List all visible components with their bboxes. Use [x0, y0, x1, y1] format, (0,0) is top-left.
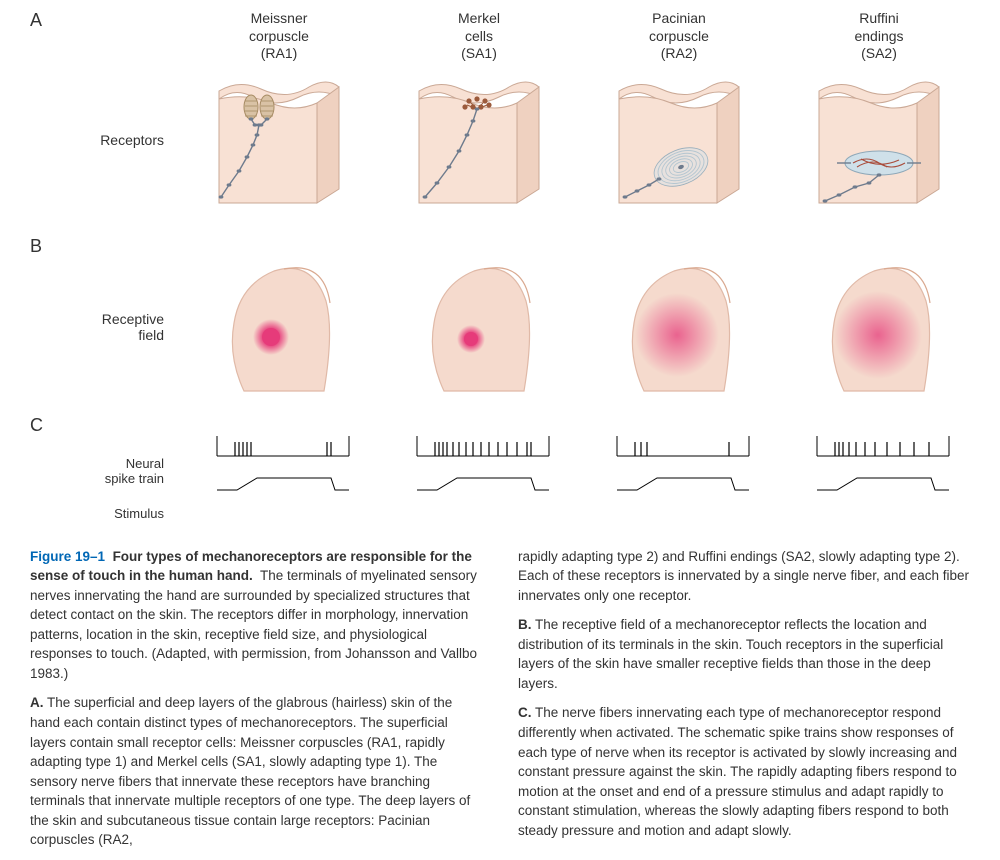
cap-a-text: The superficial and deep layers of the g… — [30, 695, 470, 847]
panel-letter-a: A — [30, 10, 170, 31]
h2l3: (SA1) — [461, 45, 497, 61]
caption-intro: Figure 19–1 Four types of mechanorecepto… — [30, 547, 482, 684]
cap-a-cont: rapidly adapting type 2) and Ruffini end… — [518, 549, 969, 603]
skin-meissner — [188, 63, 370, 218]
spike-4 — [788, 436, 970, 506]
cap-a-letter: A. — [30, 695, 44, 710]
spike-1 — [188, 436, 370, 506]
h1l3: (RA1) — [261, 45, 298, 61]
skin-ruffini — [788, 63, 970, 218]
finger-1 — [188, 257, 370, 397]
cap-c-letter: C. — [518, 705, 532, 720]
figure-intro-text: The terminals of myelinated sensory nerv… — [30, 568, 477, 681]
skin-pacinian — [588, 63, 770, 218]
finger-3 — [588, 257, 770, 397]
h1l2: corpuscle — [249, 28, 309, 44]
row-label-field: Receptive field — [30, 311, 170, 343]
figure-number: Figure 19–1 — [30, 549, 105, 564]
rf1: Receptive field — [102, 311, 164, 343]
h4l1: Ruffini — [859, 10, 898, 26]
h4l3: (SA2) — [861, 45, 897, 61]
cap-b-text: The receptive field of a mechanoreceptor… — [518, 617, 943, 691]
col-header-1: Meissner corpuscle (RA1) — [188, 10, 370, 63]
row-label-receptors: Receptors — [30, 132, 170, 148]
caption-col-right: rapidly adapting type 2) and Ruffini end… — [518, 547, 970, 860]
h3l3: (RA2) — [661, 45, 698, 61]
h3l1: Pacinian — [652, 10, 706, 26]
figure-grid: A Meissner corpuscle (RA1) Merkel cells … — [30, 10, 970, 521]
caption-c: C. The nerve fibers innervating each typ… — [518, 703, 970, 840]
row-label-stim: Stimulus — [30, 506, 170, 521]
h2l2: cells — [465, 28, 493, 44]
panel-letter-b: B — [30, 218, 170, 257]
col-header-3: Pacinian corpuscle (RA2) — [588, 10, 770, 63]
finger-2 — [388, 257, 570, 397]
col-header-4: Ruffini endings (SA2) — [788, 10, 970, 63]
panel-letter-c: C — [30, 397, 170, 436]
row-label-spike: Neural spike train — [30, 456, 170, 486]
caption-a: A. The superficial and deep layers of th… — [30, 693, 482, 850]
h4l2: endings — [854, 28, 903, 44]
h1l1: Meissner — [251, 10, 308, 26]
sp1: Neural spike train — [105, 456, 164, 486]
h2l1: Merkel — [458, 10, 500, 26]
cap-b-letter: B. — [518, 617, 532, 632]
caption-a-cont: rapidly adapting type 2) and Ruffini end… — [518, 547, 970, 606]
spike-2 — [388, 436, 570, 506]
figure: A Meissner corpuscle (RA1) Merkel cells … — [30, 10, 970, 521]
caption-col-left: Figure 19–1 Four types of mechanorecepto… — [30, 547, 482, 860]
caption-b: B. The receptive field of a mechanorecep… — [518, 615, 970, 693]
h3l2: corpuscle — [649, 28, 709, 44]
finger-4 — [788, 257, 970, 397]
spike-3 — [588, 436, 770, 506]
cap-c-text: The nerve fibers innervating each type o… — [518, 705, 957, 837]
skin-merkel — [388, 63, 570, 218]
col-header-2: Merkel cells (SA1) — [388, 10, 570, 63]
caption: Figure 19–1 Four types of mechanorecepto… — [30, 547, 970, 860]
